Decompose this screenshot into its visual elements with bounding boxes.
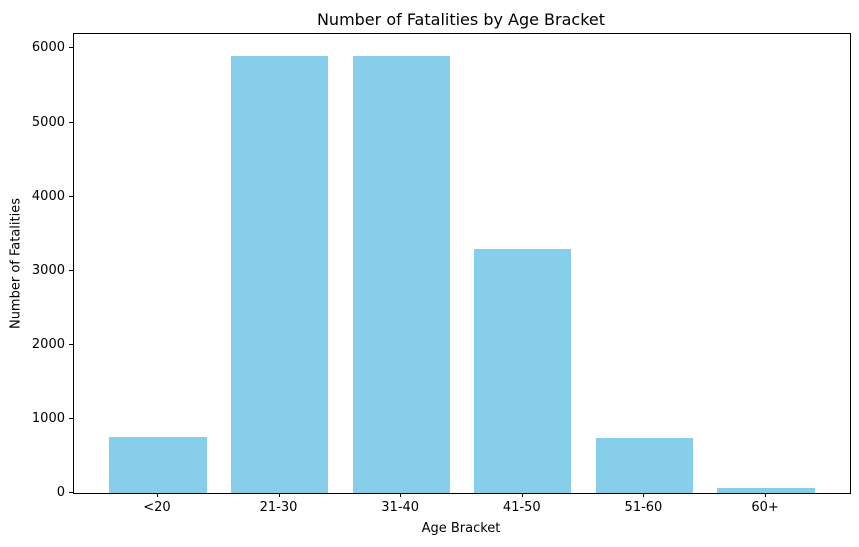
bar-<20 [109, 437, 207, 493]
y-tick-mark [69, 343, 73, 345]
x-tick-label: 51-60 [624, 500, 663, 515]
x-tick-label: <20 [143, 500, 171, 515]
y-tick-mark [69, 47, 73, 49]
x-tick-mark [400, 493, 402, 497]
y-tick-mark [69, 492, 73, 493]
bar-60+ [717, 487, 815, 493]
x-tick-mark [156, 493, 158, 497]
bar-31-40 [352, 55, 450, 493]
y-tick-label: 1000 [31, 410, 65, 426]
y-tick-mark [69, 121, 73, 123]
plot-area [73, 33, 851, 494]
y-tick-label: 4000 [31, 188, 65, 204]
y-tick-label: 6000 [31, 40, 65, 56]
x-tick-mark [521, 493, 523, 497]
x-tick-label: 31-40 [381, 500, 420, 515]
y-tick-label: 0 [56, 485, 65, 500]
bar-51-60 [595, 438, 694, 493]
bar-41-50 [474, 248, 572, 493]
y-tick-label: 5000 [31, 114, 65, 130]
x-tick-mark [765, 493, 767, 497]
y-tick-label: 3000 [31, 262, 65, 278]
y-tick-label: 2000 [31, 336, 65, 352]
bar-21-30 [230, 55, 329, 493]
x-tick-mark [278, 493, 280, 497]
x-tick-label: 41-50 [502, 500, 541, 515]
x-tick-mark [643, 493, 645, 497]
x-axis-label: Age Bracket [421, 521, 501, 536]
y-tick-mark [69, 417, 73, 419]
chart-title: Number of Fatalities by Age Bracket [316, 10, 606, 29]
x-tick-label: 21-30 [259, 500, 298, 515]
y-tick-mark [69, 195, 73, 197]
x-tick-label: 60+ [751, 500, 779, 515]
y-tick-mark [69, 269, 73, 271]
